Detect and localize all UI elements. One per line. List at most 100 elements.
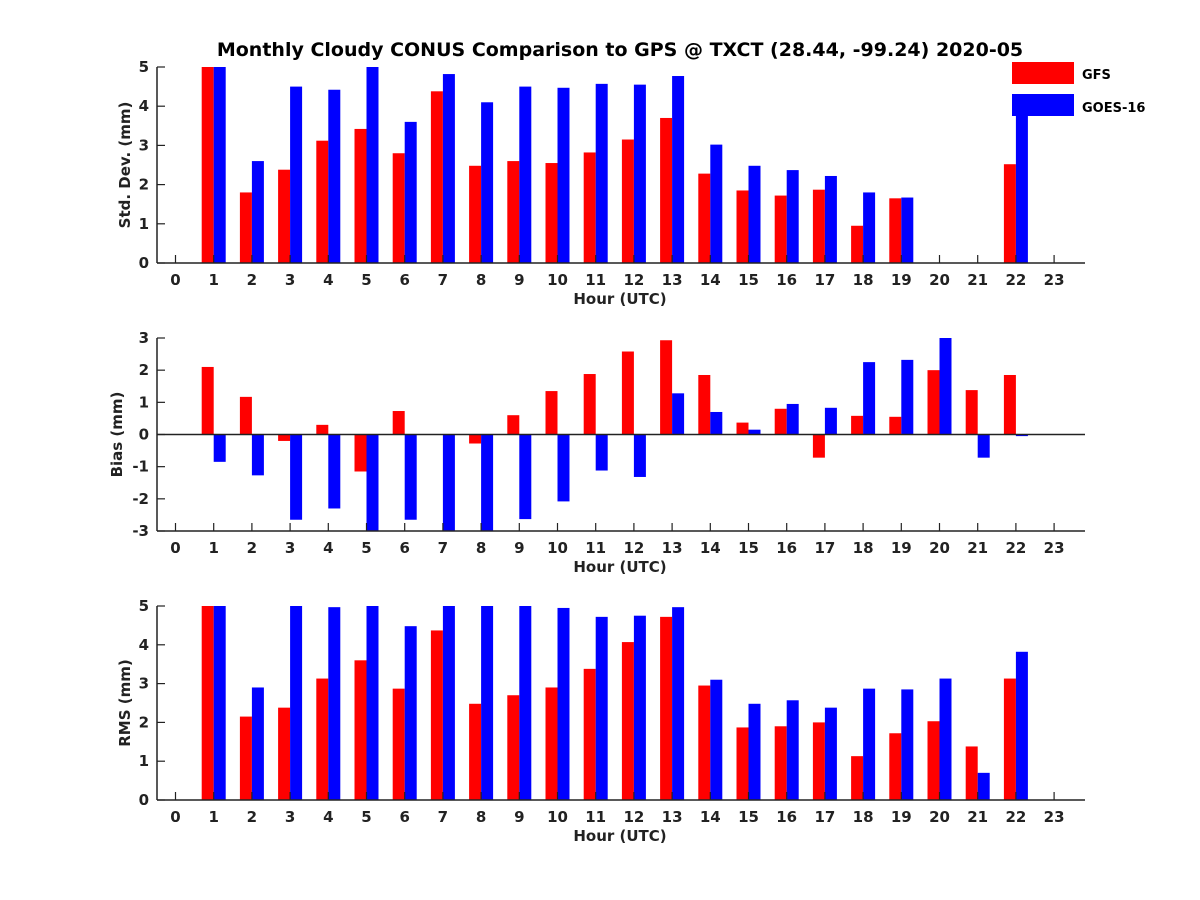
bar-gfs-hour-5 — [354, 128, 367, 263]
bar-gfs-hour-7 — [430, 630, 443, 800]
x-tick-label: 13 — [662, 271, 683, 289]
bar-goes-16-hour-7 — [442, 434, 455, 531]
y-tick-label: 1 — [139, 215, 149, 233]
bar-gfs-hour-8 — [469, 703, 482, 800]
y-tick-label: 1 — [139, 393, 149, 411]
y-tick-label: 3 — [139, 136, 149, 154]
bar-gfs-hour-7 — [430, 91, 443, 263]
bar-goes-16-hour-22 — [1015, 113, 1028, 263]
x-tick-label: 17 — [814, 808, 835, 826]
series-gfs — [201, 67, 1016, 264]
bar-gfs-hour-17 — [812, 189, 825, 263]
x-tick-label: 23 — [1044, 539, 1065, 557]
bar-gfs-hour-17 — [812, 722, 825, 800]
x-axis-label: Hour (UTC) — [573, 558, 666, 576]
x-tick-label: 11 — [585, 539, 606, 557]
bar-gfs-hour-14 — [698, 685, 711, 800]
bar-goes-16-hour-9 — [519, 606, 532, 800]
bar-goes-16-hour-13 — [672, 607, 685, 800]
bar-goes-16-hour-4 — [328, 434, 341, 509]
x-tick-label: 12 — [623, 539, 644, 557]
bar-gfs-hour-6 — [392, 411, 405, 435]
bar-goes-16-hour-2 — [251, 434, 264, 476]
x-tick-label: 6 — [399, 271, 409, 289]
bar-gfs-hour-14 — [698, 173, 711, 263]
bar-gfs-hour-18 — [851, 756, 864, 800]
bar-goes-16-hour-9 — [519, 86, 532, 263]
bar-goes-16-hour-14 — [710, 679, 723, 800]
y-axis-label: Bias (mm) — [108, 392, 126, 478]
x-tick-label: 3 — [285, 808, 295, 826]
bar-goes-16-hour-11 — [595, 616, 608, 800]
bar-goes-16-hour-13 — [672, 393, 685, 435]
bar-gfs-hour-12 — [621, 642, 634, 800]
bar-goes-16-hour-1 — [213, 606, 226, 800]
bar-goes-16-hour-16 — [786, 403, 799, 435]
x-tick-label: 5 — [361, 271, 371, 289]
y-tick-label: -1 — [132, 458, 149, 476]
bar-goes-16-hour-17 — [824, 407, 837, 435]
bar-gfs-hour-9 — [507, 695, 520, 800]
x-tick-label: 6 — [399, 539, 409, 557]
bar-goes-16-hour-12 — [633, 615, 646, 800]
y-tick-label: 0 — [139, 791, 149, 809]
legend-swatch-gfs — [1012, 62, 1074, 84]
bar-goes-16-hour-17 — [824, 707, 837, 800]
bar-gfs-hour-5 — [354, 434, 367, 472]
bar-gfs-hour-6 — [392, 688, 405, 800]
y-tick-label: 2 — [139, 361, 149, 379]
bar-gfs-hour-22 — [1003, 164, 1016, 263]
bar-goes-16-hour-22 — [1015, 651, 1028, 800]
x-tick-label: 14 — [700, 539, 721, 557]
bar-goes-16-hour-17 — [824, 175, 837, 263]
x-tick-label: 4 — [323, 539, 333, 557]
x-tick-label: 23 — [1044, 271, 1065, 289]
bar-gfs-hour-18 — [851, 415, 864, 435]
bar-goes-16-hour-1 — [213, 67, 226, 263]
bar-goes-16-hour-11 — [595, 83, 608, 263]
x-tick-label: 10 — [547, 808, 568, 826]
x-tick-label: 16 — [776, 808, 797, 826]
y-tick-label: -2 — [132, 490, 149, 508]
bar-gfs-hour-16 — [774, 408, 787, 435]
bar-gfs-hour-10 — [545, 163, 558, 263]
x-tick-label: 7 — [438, 539, 448, 557]
x-tick-label: 19 — [891, 808, 912, 826]
bar-goes-16-hour-11 — [595, 434, 608, 471]
bar-gfs-hour-4 — [316, 678, 329, 800]
bar-gfs-hour-1 — [201, 366, 214, 435]
x-tick-label: 22 — [1005, 271, 1026, 289]
bar-gfs-hour-11 — [583, 374, 596, 435]
x-tick-label: 23 — [1044, 808, 1065, 826]
x-tick-label: 1 — [208, 271, 218, 289]
bar-gfs-hour-21 — [965, 746, 978, 800]
bar-goes-16-hour-16 — [786, 700, 799, 800]
bar-goes-16-hour-8 — [481, 434, 494, 531]
x-tick-label: 13 — [662, 808, 683, 826]
y-tick-label: 2 — [139, 713, 149, 731]
x-tick-label: 8 — [476, 271, 486, 289]
bar-goes-16-hour-7 — [442, 74, 455, 263]
bar-gfs-hour-11 — [583, 152, 596, 263]
y-tick-label: 0 — [139, 254, 149, 272]
x-tick-label: 15 — [738, 808, 759, 826]
bar-goes-16-hour-10 — [557, 87, 570, 263]
bar-goes-16-hour-6 — [404, 626, 417, 800]
bar-gfs-hour-3 — [278, 169, 291, 263]
bar-goes-16-hour-5 — [366, 67, 379, 263]
x-tick-label: 13 — [662, 539, 683, 557]
y-tick-label: 4 — [139, 636, 149, 654]
bar-goes-16-hour-15 — [748, 703, 761, 800]
x-tick-label: 19 — [891, 271, 912, 289]
x-tick-label: 18 — [853, 539, 874, 557]
x-tick-label: 5 — [361, 539, 371, 557]
bar-goes-16-hour-22 — [1015, 434, 1028, 437]
bar-goes-16-hour-3 — [290, 86, 303, 263]
bar-gfs-hour-8 — [469, 434, 482, 444]
x-tick-label: 16 — [776, 539, 797, 557]
legend-swatch-goes-16 — [1012, 94, 1074, 116]
x-tick-label: 5 — [361, 808, 371, 826]
